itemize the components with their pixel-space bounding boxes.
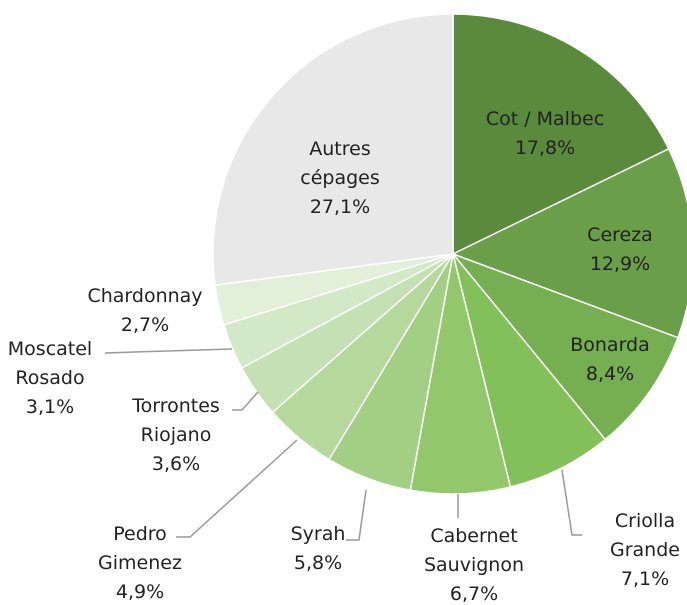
slice-label: Cereza bbox=[587, 224, 653, 246]
slice-value: 4,9% bbox=[115, 581, 165, 603]
slice-value: 5,8% bbox=[293, 552, 343, 574]
slice-label: Syrah bbox=[290, 523, 346, 545]
slice-value: 8,4% bbox=[585, 363, 635, 385]
slice-label: Pedro Gimenez bbox=[98, 523, 182, 574]
slice-label: Moscatel Rosado bbox=[7, 338, 93, 389]
pie-slice bbox=[450, 252, 679, 441]
leader-line bbox=[346, 489, 367, 541]
pie-slice bbox=[212, 13, 454, 287]
pie-slice bbox=[452, 253, 607, 488]
leader-line bbox=[561, 469, 582, 536]
slice-label: Chardonnay bbox=[87, 285, 203, 307]
slice-label: Cot / Malbec bbox=[485, 108, 605, 130]
pie-slice bbox=[452, 13, 670, 256]
slice-label: Torrontes Riojano bbox=[132, 395, 220, 446]
pie-slice bbox=[451, 147, 687, 339]
slice-value: 17,8% bbox=[514, 137, 576, 159]
slice-value: 6,7% bbox=[449, 583, 499, 605]
slice-value: 12,9% bbox=[589, 253, 651, 275]
slice-value: 7,1% bbox=[620, 568, 670, 590]
leader-line bbox=[232, 391, 259, 411]
slice-label: Autres cépages bbox=[300, 138, 380, 189]
slice-label: Bonarda bbox=[570, 334, 650, 356]
leader-line bbox=[176, 439, 298, 538]
slice-label: Criolla Grande bbox=[610, 510, 680, 561]
slice-value: 27,1% bbox=[309, 196, 371, 218]
slice-value: 3,1% bbox=[25, 396, 75, 418]
leader-line bbox=[104, 348, 233, 354]
slice-value: 2,7% bbox=[120, 314, 170, 336]
slice-value: 3,6% bbox=[151, 453, 201, 475]
slice-label: Cabernet Sauvignon bbox=[423, 525, 525, 576]
